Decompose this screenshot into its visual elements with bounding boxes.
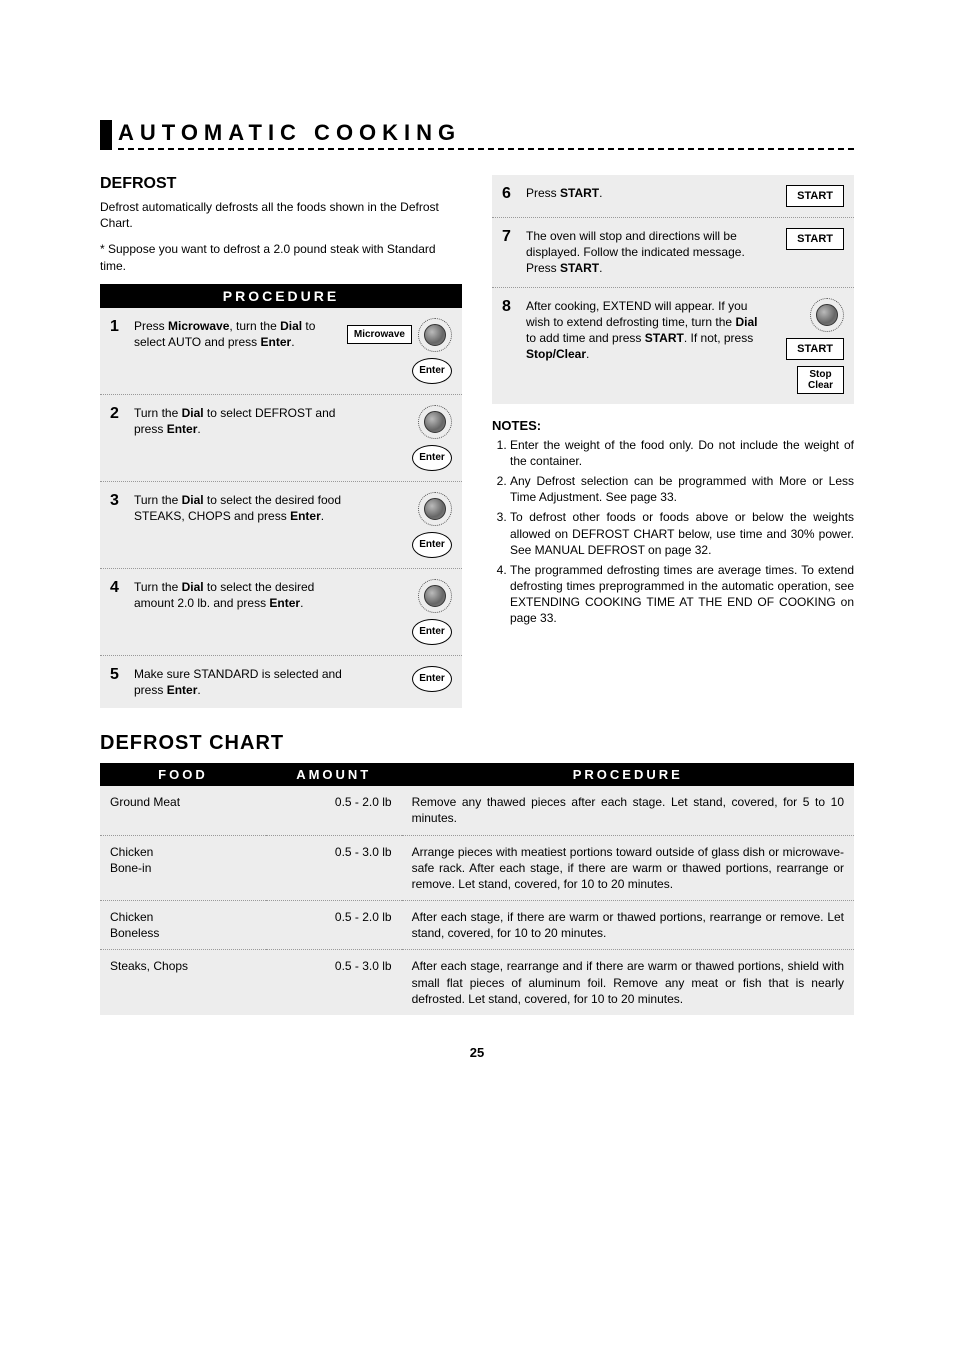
procedure-step: 3 Turn the Dial to select the desired foo…	[100, 482, 462, 569]
enter-button[interactable]: Enter	[412, 532, 452, 558]
step-widgets: Enter	[362, 579, 452, 645]
step-number: 7	[502, 228, 518, 246]
step-number: 1	[110, 318, 126, 336]
step-widgets: MicrowaveEnter	[347, 318, 452, 384]
enter-button[interactable]: Enter	[412, 445, 452, 471]
cell-procedure: After each stage, rearrange and if there…	[402, 950, 854, 1015]
cell-amount: 0.5 - 3.0 lb	[266, 835, 402, 901]
cell-food: Ground Meat	[100, 786, 266, 835]
chart-header-food: FOOD	[100, 763, 266, 786]
step-text: The oven will stop and directions will b…	[526, 228, 766, 277]
step-text: Make sure STANDARD is selected and press…	[134, 666, 354, 698]
step-widgets: START	[774, 185, 844, 207]
procedure-step: 1 Press Microwave, turn the Dial to selec…	[100, 308, 462, 395]
right-steps-box: 6 Press START. START 7 The oven will stop an…	[492, 175, 854, 404]
page-title: AUTOMATIC COOKING	[118, 120, 854, 150]
left-column: DEFROST Defrost automatically defrosts a…	[100, 175, 462, 708]
step-text: Turn the Dial to select the desired food…	[134, 492, 354, 524]
procedure-step: 2 Turn the Dial to select DEFROST and pre…	[100, 395, 462, 482]
intro-text-2: * Suppose you want to defrost a 2.0 poun…	[100, 241, 462, 273]
step-widgets: Enter	[362, 405, 452, 471]
defrost-chart-table: FOOD AMOUNT PROCEDURE Ground Meat0.5 - 2…	[100, 763, 854, 1015]
cell-food: ChickenBoneless	[100, 901, 266, 950]
step-widgets: START StopClear	[774, 298, 844, 394]
step-text: Press Microwave, turn the Dial to select…	[134, 318, 339, 350]
step-number: 6	[502, 185, 518, 203]
cell-amount: 0.5 - 2.0 lb	[266, 786, 402, 835]
dial-icon	[418, 492, 452, 526]
dial-icon	[418, 405, 452, 439]
step-text: Turn the Dial to select the desired amou…	[134, 579, 354, 611]
cell-procedure: Arrange pieces with meatiest portions to…	[402, 835, 854, 901]
table-row: Ground Meat0.5 - 2.0 lbRemove any thawed…	[100, 786, 854, 835]
note-item: To defrost other foods or foods above or…	[510, 509, 854, 558]
step-text: After cooking, EXTEND will appear. If yo…	[526, 298, 766, 363]
chart-header-procedure: PROCEDURE	[402, 763, 854, 786]
cell-amount: 0.5 - 2.0 lb	[266, 901, 402, 950]
step-number: 2	[110, 405, 126, 423]
procedure-header: PROCEDURE	[100, 284, 462, 308]
note-item: Enter the weight of the food only. Do no…	[510, 437, 854, 469]
enter-button[interactable]: Enter	[412, 666, 452, 692]
step-text: Turn the Dial to select DEFROST and pres…	[134, 405, 354, 437]
intro-text-1: Defrost automatically defrosts all the f…	[100, 199, 462, 231]
step-widgets: Enter	[362, 666, 452, 692]
step-number: 4	[110, 579, 126, 597]
step-widgets: Enter	[362, 492, 452, 558]
step-widgets: START	[774, 228, 844, 250]
procedure-step: 7 The oven will stop and directions will …	[492, 218, 854, 288]
enter-button[interactable]: Enter	[412, 358, 452, 384]
cell-procedure: Remove any thawed pieces after each stag…	[402, 786, 854, 835]
defrost-heading: DEFROST	[100, 175, 462, 193]
table-row: ChickenBone-in0.5 - 3.0 lbArrange pieces…	[100, 835, 854, 901]
notes-heading: NOTES:	[492, 418, 854, 433]
stop-clear-button[interactable]: StopClear	[797, 366, 844, 394]
start-button[interactable]: START	[786, 185, 844, 207]
chart-header-amount: AMOUNT	[266, 763, 402, 786]
start-button[interactable]: START	[786, 338, 844, 360]
cell-food: Steaks, Chops	[100, 950, 266, 1015]
enter-button[interactable]: Enter	[412, 619, 452, 645]
note-item: Any Defrost selection can be programmed …	[510, 473, 854, 505]
procedure-step: 5 Make sure STANDARD is selected and pres…	[100, 656, 462, 708]
page-number: 25	[100, 1045, 854, 1060]
microwave-button[interactable]: Microwave	[347, 325, 412, 344]
dial-icon	[418, 579, 452, 613]
step-number: 8	[502, 298, 518, 316]
dial-icon	[418, 318, 452, 352]
step-number: 3	[110, 492, 126, 510]
step-number: 5	[110, 666, 126, 684]
table-row: Steaks, Chops0.5 - 3.0 lbAfter each stag…	[100, 950, 854, 1015]
step-text: Press START.	[526, 185, 766, 201]
cell-procedure: After each stage, if there are warm or t…	[402, 901, 854, 950]
table-row: ChickenBoneless0.5 - 2.0 lbAfter each st…	[100, 901, 854, 950]
dial-icon	[810, 298, 844, 332]
start-button[interactable]: START	[786, 228, 844, 250]
notes-list: Enter the weight of the food only. Do no…	[492, 437, 854, 627]
right-column: 6 Press START. START 7 The oven will stop an…	[492, 175, 854, 708]
note-item: The programmed defrosting times are aver…	[510, 562, 854, 627]
procedure-step: 4 Turn the Dial to select the desired amo…	[100, 569, 462, 656]
page-title-banner: AUTOMATIC COOKING	[100, 120, 854, 150]
defrost-chart-title: DEFROST CHART	[100, 732, 854, 755]
cell-food: ChickenBone-in	[100, 835, 266, 901]
procedure-step: 8 After cooking, EXTEND will appear. If y…	[492, 288, 854, 404]
cell-amount: 0.5 - 3.0 lb	[266, 950, 402, 1015]
procedure-box: 1 Press Microwave, turn the Dial to selec…	[100, 308, 462, 708]
procedure-step: 6 Press START. START	[492, 175, 854, 218]
title-bar-icon	[100, 120, 112, 150]
